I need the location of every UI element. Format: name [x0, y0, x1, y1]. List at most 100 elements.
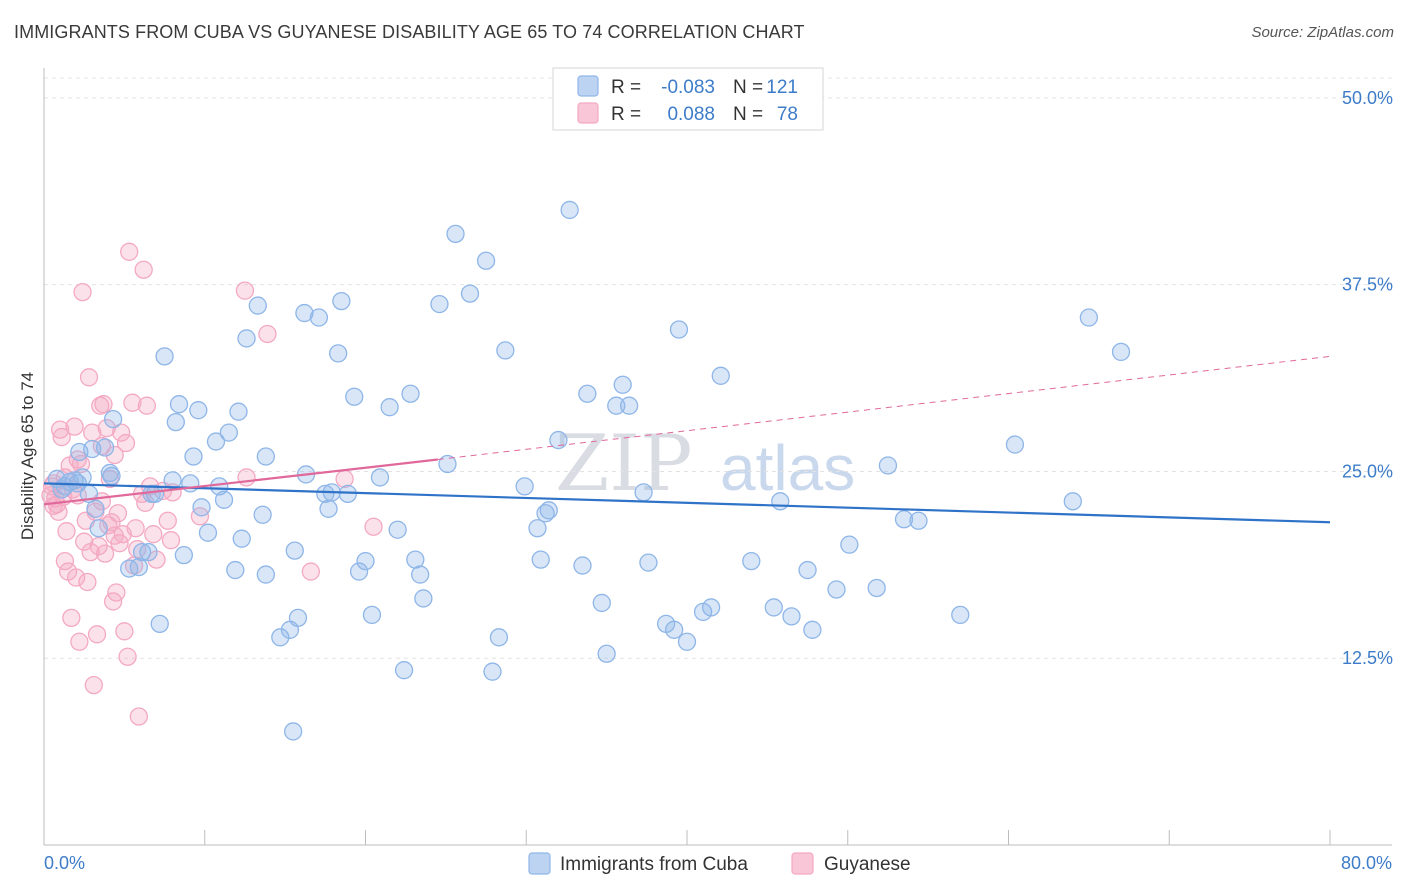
- cuba-point: [150, 614, 169, 634]
- cuba-point: [840, 535, 859, 554]
- cuba-point: [145, 484, 165, 504]
- cuba-point: [536, 504, 555, 523]
- cuba-point: [549, 430, 568, 450]
- guyanese-point: [258, 324, 277, 344]
- guyanese-point: [84, 675, 103, 695]
- chart-title: IMMIGRANTS FROM CUBA VS GUYANESE DISABIL…: [14, 22, 805, 42]
- cuba-point: [677, 632, 697, 651]
- trend-line-cuba: [43, 482, 1331, 524]
- guyanese-point: [364, 517, 383, 536]
- cuba-point: [1005, 435, 1025, 454]
- cuba-point: [634, 483, 653, 502]
- guyanese-point: [115, 622, 134, 641]
- guyanese-point: [158, 511, 177, 530]
- trend-line-guyanese-extension: [437, 355, 1331, 460]
- guyanese-point: [94, 395, 113, 414]
- guyanese-point: [70, 632, 89, 651]
- cuba-point: [189, 401, 208, 420]
- bottom-legend-swatch-guyanese: [791, 852, 814, 875]
- y-tick-label: 50.0%: [1342, 88, 1393, 108]
- cuba-point: [414, 589, 433, 608]
- guyanese-point: [301, 562, 320, 581]
- x-axis-ticks: [204, 830, 1331, 845]
- y-tick-labels: 12.5% 25.0% 37.5% 50.0%: [1342, 88, 1393, 668]
- guyanese-point: [134, 260, 153, 279]
- guyanese-point: [52, 427, 71, 447]
- cuba-point: [771, 492, 790, 511]
- cuba-point: [460, 284, 480, 303]
- cuba-point: [613, 375, 632, 394]
- guyanese-point: [108, 504, 128, 523]
- guyanese-point: [161, 531, 181, 550]
- guyanese-point: [235, 281, 255, 300]
- cuba-point: [578, 384, 597, 403]
- cuba-point: [332, 291, 351, 311]
- guyanese-point: [50, 420, 70, 439]
- guyanese-point: [137, 396, 157, 415]
- cuba-point: [139, 542, 158, 562]
- guyanese-point: [120, 242, 139, 261]
- cuba-point: [356, 551, 375, 571]
- cuba-point: [742, 551, 761, 571]
- legend-swatch-cuba: [577, 75, 599, 97]
- cuba-point: [592, 593, 611, 613]
- guyanese-point: [55, 551, 75, 571]
- guyanese-point: [123, 393, 142, 412]
- trend-lines: [43, 355, 1331, 524]
- cuba-point: [345, 387, 364, 406]
- cuba-point: [248, 296, 267, 315]
- cuba-point: [411, 565, 430, 584]
- trend-line-guyanese: [43, 458, 438, 506]
- guyanese-point: [62, 608, 81, 628]
- cuba-point: [338, 484, 357, 504]
- bottom-legend-label-cuba: Immigrants from Cuba: [560, 854, 748, 875]
- cuba-point: [867, 578, 886, 598]
- guyanese-point: [118, 647, 137, 666]
- cuba-point: [909, 511, 928, 530]
- cuba-point: [362, 605, 382, 625]
- cuba-point: [664, 620, 684, 639]
- cuba-point: [229, 402, 248, 421]
- guyanese-point: [67, 568, 86, 587]
- cuba-point: [184, 447, 203, 466]
- cuba-point: [438, 454, 457, 474]
- cuba-point: [253, 505, 272, 524]
- cuba-point: [95, 438, 115, 457]
- cuba-point: [206, 432, 226, 451]
- guyanese-point: [68, 450, 87, 469]
- cuba-point: [597, 644, 616, 663]
- cuba-point: [256, 447, 275, 466]
- cuba-point: [100, 463, 120, 483]
- cuba-point: [214, 490, 234, 509]
- cuba-point: [295, 303, 314, 323]
- cuba-point: [669, 320, 689, 339]
- cuba-point: [349, 562, 369, 581]
- cuba-point: [370, 468, 390, 487]
- guyanese-point: [128, 539, 147, 559]
- guyanese-point: [79, 368, 99, 387]
- cuba-point: [827, 580, 846, 599]
- guyanese-point: [73, 282, 92, 302]
- legend-r-value-guyanese: 0.088: [667, 104, 715, 125]
- cuba-point: [219, 423, 239, 442]
- cuba-point: [878, 456, 898, 475]
- cuba-point: [619, 396, 639, 415]
- cuba-point: [394, 661, 414, 680]
- guyanese-point: [116, 433, 136, 453]
- legend-n-value-cuba: 121: [766, 77, 798, 98]
- cuba-point: [329, 344, 348, 363]
- cuba-point: [285, 541, 304, 560]
- legend-r-label-cuba: R =: [611, 77, 641, 98]
- cuba-point: [515, 477, 534, 496]
- guyanese-point: [95, 544, 115, 563]
- cuba-point: [1063, 492, 1082, 511]
- cuba-point: [237, 329, 256, 348]
- cuba-point: [496, 341, 515, 360]
- cuba-point: [798, 560, 817, 580]
- cuba-point: [430, 294, 449, 314]
- bottom-legend-label-guyanese: Guyanese: [824, 854, 911, 875]
- guyanese-point: [100, 469, 120, 489]
- cuba-point: [446, 224, 465, 244]
- x-tick-label-max: 80.0%: [1341, 853, 1392, 873]
- guyanese-point: [129, 707, 148, 726]
